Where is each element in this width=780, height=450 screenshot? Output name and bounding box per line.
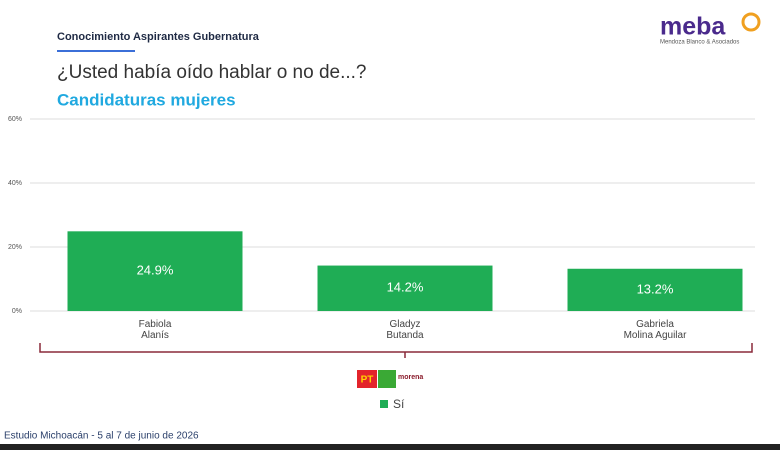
bar [67, 231, 243, 311]
logo-icon [741, 12, 761, 32]
footer: Estudio Michoacán - 5 al 7 de junio de 2… [4, 431, 199, 442]
pt-text: PT [361, 375, 374, 386]
footer-bar [0, 444, 780, 450]
section-title: Conocimiento Aspirantes Gubernatura [57, 31, 260, 43]
logo-caption: Mendoza Blanco & Asociados [660, 40, 739, 46]
bracket [39, 343, 753, 358]
bar [567, 268, 743, 311]
legend-swatch [380, 400, 388, 408]
logo: meba [660, 13, 726, 41]
value-label: 24.9% [137, 263, 174, 278]
y-tick-label: 40% [8, 180, 22, 187]
morena-text: morena [398, 374, 423, 381]
x-tick-label: Gladyz Butanda [386, 319, 424, 341]
y-tick-label: 20% [8, 244, 22, 251]
subtitle: Candidaturas mujeres [57, 90, 236, 109]
legend-label: Sí [393, 397, 405, 411]
question: ¿Usted había oído hablar o no de...? [57, 62, 367, 83]
value-label: 14.2% [387, 280, 424, 295]
x-tick-label: Gabriela Molina Aguilar [623, 319, 687, 341]
y-tick-label: 60% [8, 116, 22, 123]
verde-logo [378, 370, 396, 388]
y-tick-label: 0% [12, 308, 22, 315]
pt-logo [357, 370, 377, 388]
x-tick-label: Fabiola Alanís [138, 319, 172, 341]
value-label: 13.2% [637, 281, 674, 296]
bar [317, 265, 493, 311]
